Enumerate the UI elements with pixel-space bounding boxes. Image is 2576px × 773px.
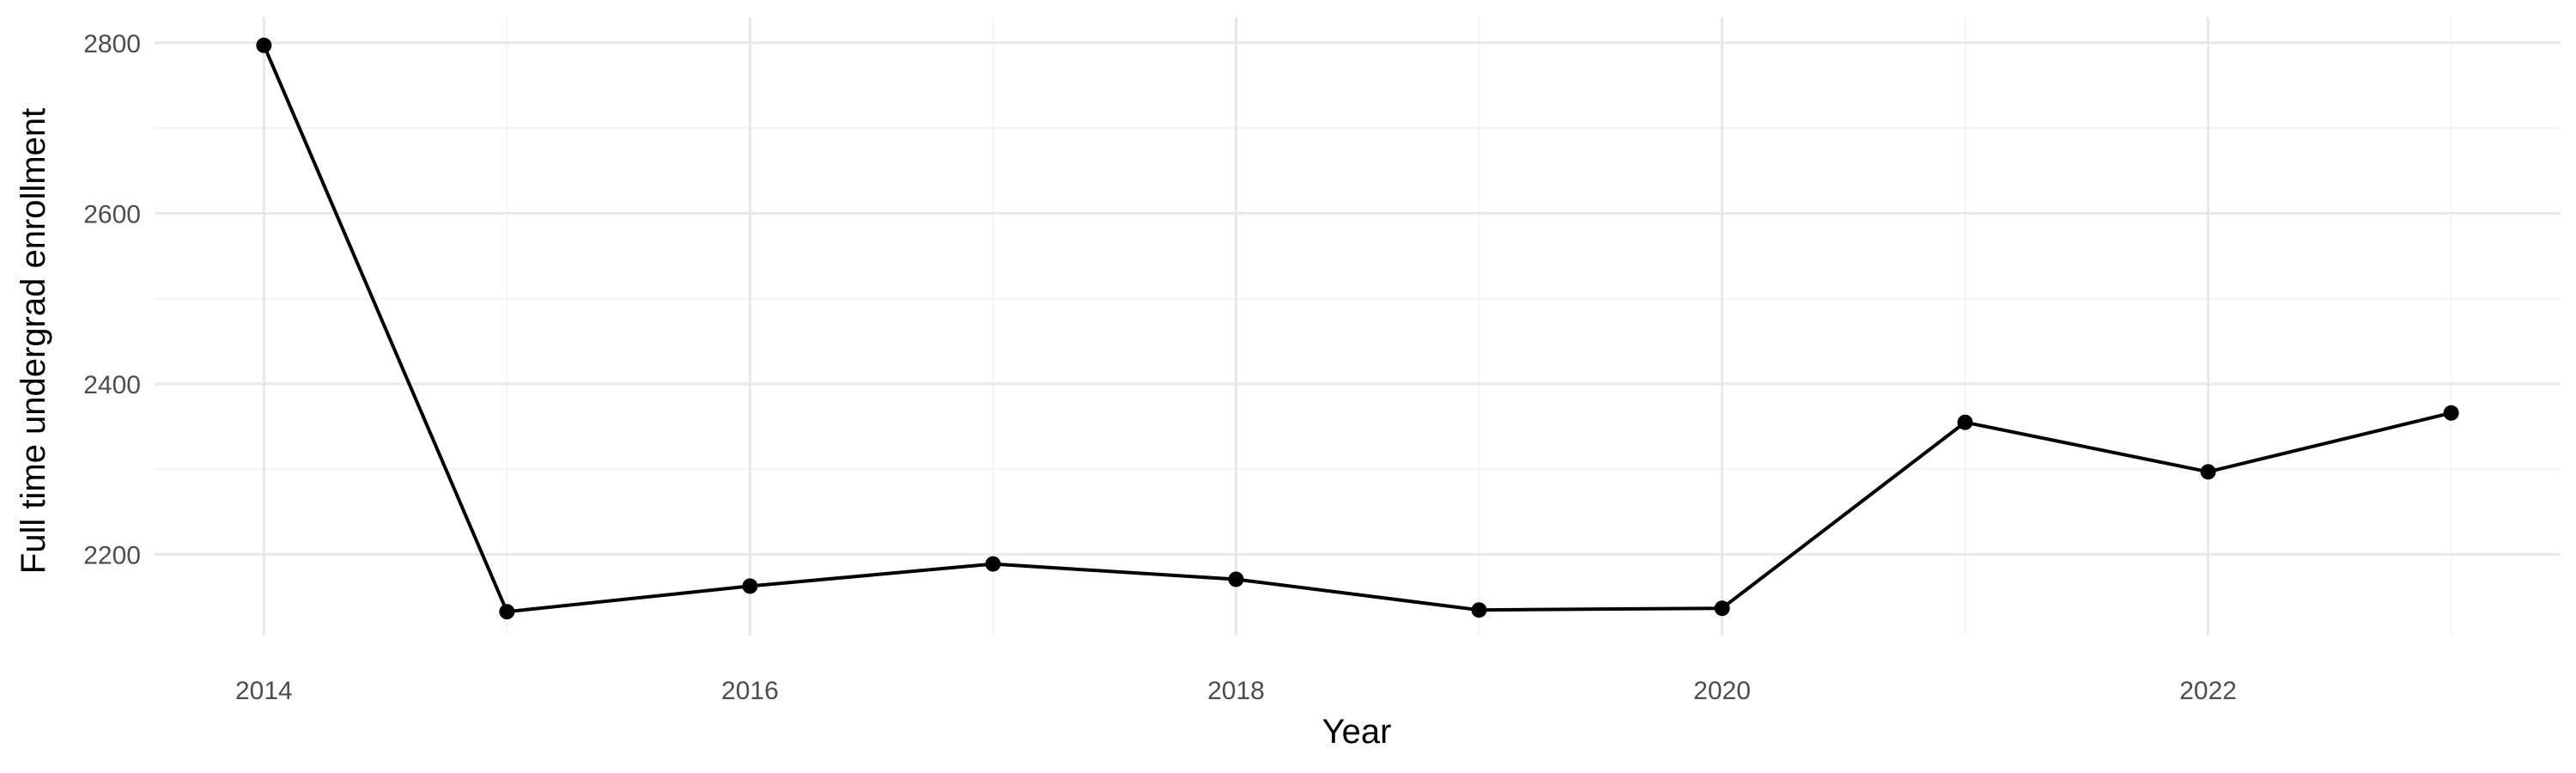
- grid-layer: [155, 17, 2561, 636]
- y-tick-label: 2800: [83, 30, 141, 58]
- data-point-2020: [1714, 600, 1730, 617]
- series-line: [262, 45, 2452, 614]
- series-layer: [256, 37, 2459, 620]
- data-point-2019: [1471, 602, 1487, 618]
- data-point-2023: [2443, 405, 2459, 421]
- data-point-2018: [1228, 571, 1244, 587]
- data-point-2022: [2200, 464, 2216, 480]
- y-axis-tick-labels: 2200 2400 2600 2800: [83, 30, 141, 570]
- y-tick-label: 2600: [83, 200, 141, 228]
- data-point-2015: [499, 604, 515, 620]
- x-tick-label: 2022: [2179, 677, 2237, 705]
- data-point-2016: [742, 578, 758, 594]
- y-tick-label: 2200: [83, 542, 141, 570]
- x-axis-tick-labels: 2014 2016 2018 2020 2022: [235, 677, 2237, 705]
- x-tick-label: 2020: [1693, 677, 1751, 705]
- x-tick-label: 2018: [1207, 677, 1265, 705]
- x-axis-title: Year: [1322, 713, 1392, 751]
- y-axis-title: Full time undergrad enrollment: [15, 108, 52, 574]
- x-tick-label: 2014: [235, 677, 293, 705]
- x-tick-label: 2016: [721, 677, 779, 705]
- data-point-2017: [985, 556, 1001, 572]
- data-point-2014: [256, 37, 272, 53]
- y-tick-label: 2400: [83, 371, 141, 399]
- data-point-2021: [1957, 414, 1973, 430]
